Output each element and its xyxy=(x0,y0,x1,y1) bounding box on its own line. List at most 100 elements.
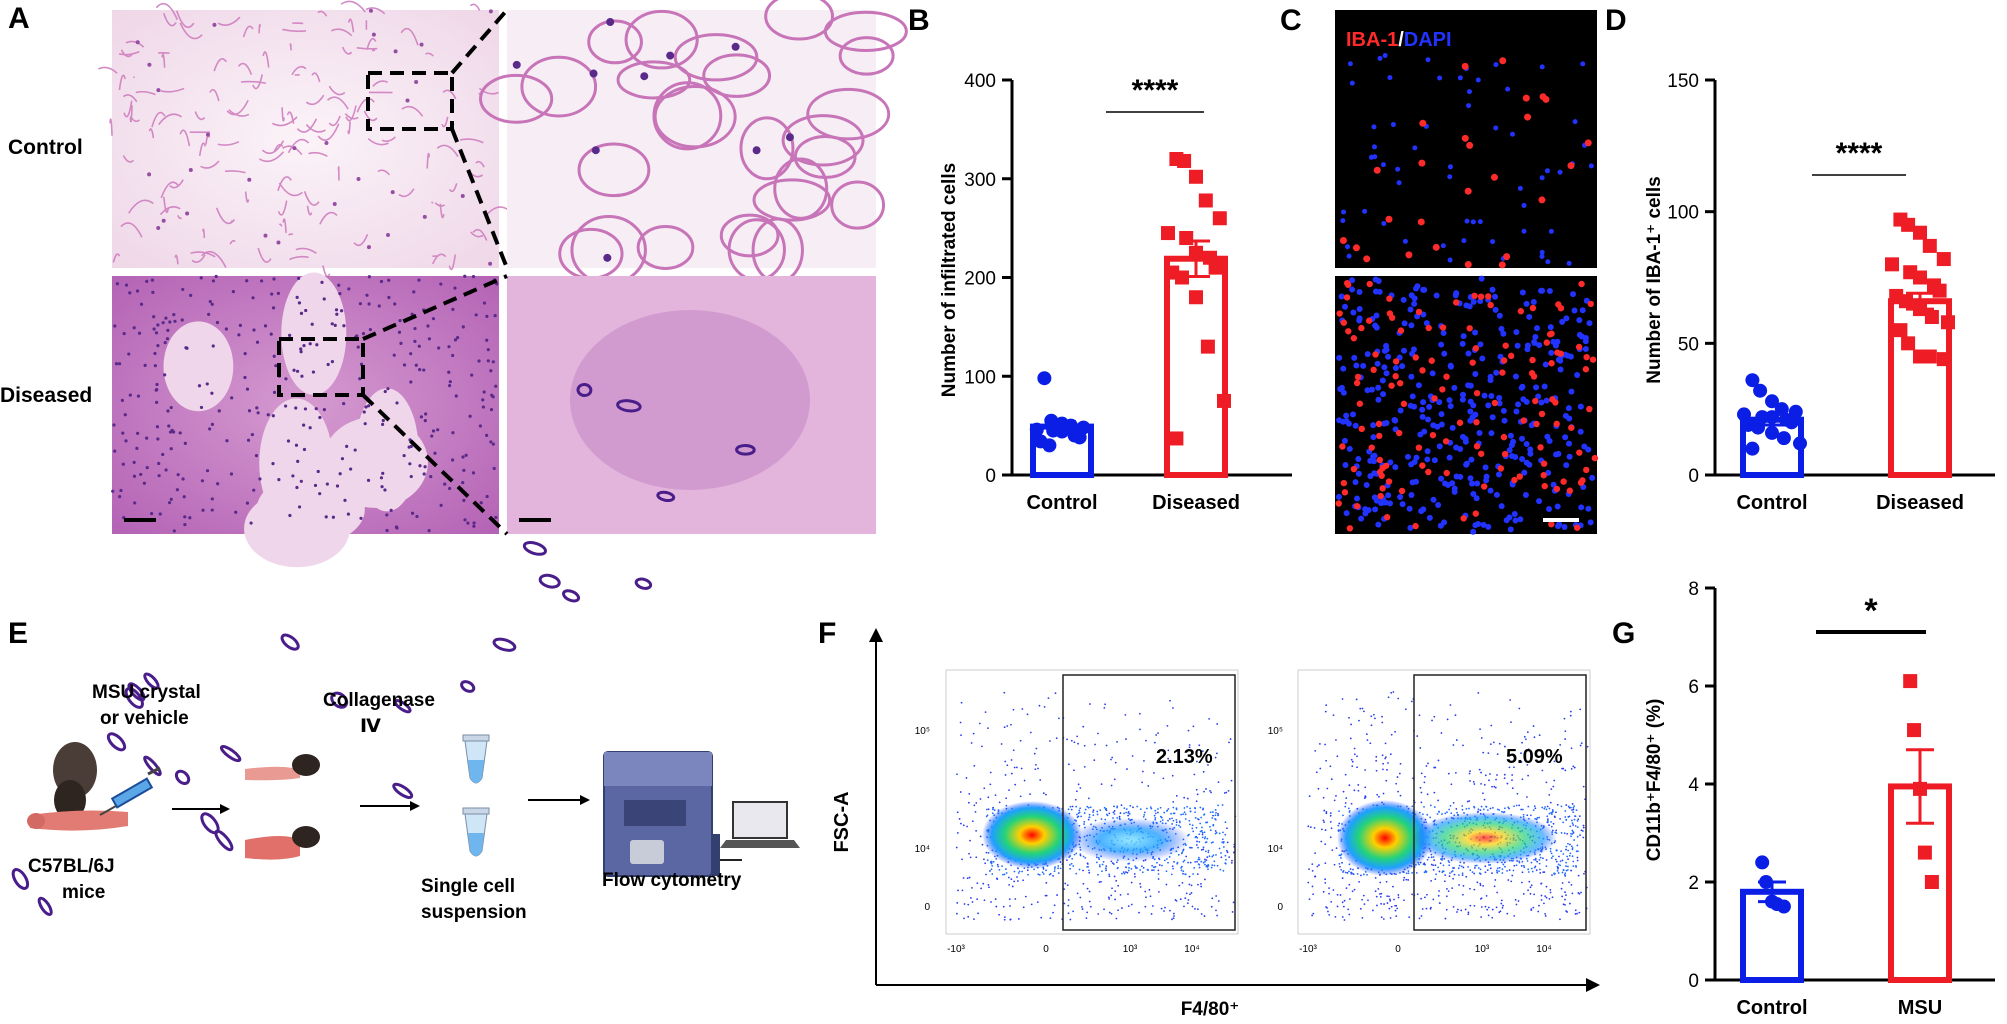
tissue-texture xyxy=(319,211,338,225)
event-dot xyxy=(1477,867,1480,869)
event-dot xyxy=(1375,769,1378,772)
event-dot xyxy=(1545,808,1548,811)
event-dot xyxy=(1202,846,1205,849)
event-dot xyxy=(1545,885,1548,888)
event-dot xyxy=(1415,871,1418,874)
dapi-nucleus xyxy=(1352,422,1359,429)
crystal-deposit xyxy=(163,321,234,412)
event-dot xyxy=(1438,870,1441,873)
dapi-nucleus xyxy=(1413,285,1420,292)
event-dot xyxy=(1053,867,1056,870)
event-dot xyxy=(1490,724,1493,727)
nucleus xyxy=(247,409,252,413)
dapi-nucleus xyxy=(1577,428,1584,435)
event-dot xyxy=(1576,859,1579,862)
event-dot xyxy=(1036,901,1039,903)
iba1-cell xyxy=(1339,236,1347,244)
nucleus xyxy=(324,140,329,145)
event-dot xyxy=(1533,736,1536,739)
iba1-cell xyxy=(1538,196,1546,204)
event-dot xyxy=(1008,789,1010,792)
dapi-nucleus xyxy=(1585,505,1592,512)
dapi-nucleus xyxy=(1426,403,1433,410)
iba1-cell xyxy=(1366,280,1373,288)
event-dot xyxy=(1570,869,1573,872)
dapi-nucleus xyxy=(1370,434,1377,441)
event-dot xyxy=(1104,703,1107,706)
event-dot xyxy=(1068,864,1071,866)
event-dot xyxy=(1076,735,1079,738)
event-dot xyxy=(1552,785,1555,788)
data-point xyxy=(1217,393,1231,408)
event-dot xyxy=(1222,840,1225,843)
event-dot xyxy=(1333,863,1336,866)
event-dot xyxy=(998,868,1001,871)
event-dot xyxy=(956,902,959,904)
iba1-cell xyxy=(1442,438,1450,445)
data-point xyxy=(1765,410,1779,425)
event-dot xyxy=(1377,887,1380,890)
event-dot xyxy=(1325,812,1328,815)
nucleus xyxy=(314,407,318,411)
iba1-cell xyxy=(1543,339,1550,346)
tissue-texture xyxy=(122,155,135,163)
event-dot xyxy=(1548,898,1551,900)
event-dot xyxy=(1324,843,1327,846)
event-dot xyxy=(1318,743,1321,745)
significance-stars: **** xyxy=(1132,74,1179,107)
data-point xyxy=(1776,431,1791,446)
event-dot xyxy=(1178,820,1181,823)
event-dot xyxy=(1382,768,1384,771)
nucleus xyxy=(166,409,170,413)
event-dot xyxy=(1003,916,1006,918)
dapi-nucleus xyxy=(1381,420,1388,427)
nucleus xyxy=(188,516,192,520)
dapi-nucleus xyxy=(1470,491,1477,498)
event-dot xyxy=(1029,793,1031,796)
event-dot xyxy=(1453,867,1456,869)
event-dot xyxy=(1045,881,1048,884)
event-dot xyxy=(1582,785,1585,788)
event-dot xyxy=(1171,918,1173,921)
event-dot xyxy=(1068,763,1070,766)
event-dot xyxy=(1342,869,1345,872)
event-dot xyxy=(1344,871,1347,874)
dapi-nucleus xyxy=(1387,459,1394,466)
event-dot xyxy=(1193,773,1196,776)
nucleus xyxy=(451,307,455,311)
event-dot xyxy=(1088,900,1091,903)
event-dot xyxy=(1153,814,1156,817)
event-dot xyxy=(1361,898,1363,901)
iba1-cell xyxy=(1398,487,1406,495)
event-dot xyxy=(1512,869,1515,872)
event-dot xyxy=(996,877,998,880)
event-dot xyxy=(1567,865,1569,868)
iba1-cell xyxy=(1340,319,1347,326)
tissue-texture xyxy=(282,28,307,33)
event-dot xyxy=(1557,872,1560,874)
event-dot xyxy=(975,802,978,804)
event-dot xyxy=(1016,876,1018,878)
event-dot xyxy=(1477,692,1480,694)
y-tick-label: 200 xyxy=(964,269,996,290)
event-dot xyxy=(1226,841,1229,844)
dapi-nucleus xyxy=(1380,391,1387,398)
event-dot xyxy=(1186,805,1189,808)
dapi-nucleus xyxy=(1541,383,1548,390)
event-dot xyxy=(1446,887,1448,890)
event-dot xyxy=(1347,908,1350,911)
adipocyte xyxy=(739,116,795,181)
event-dot xyxy=(1559,918,1561,921)
event-dot xyxy=(1520,761,1523,763)
tissue-texture xyxy=(128,199,154,214)
event-dot xyxy=(1498,742,1501,745)
nucleus xyxy=(299,479,303,483)
nucleus xyxy=(173,319,177,323)
event-dot xyxy=(1311,885,1314,888)
scale-bar xyxy=(519,518,551,522)
nucleus xyxy=(300,374,304,378)
event-dot xyxy=(1170,812,1172,815)
nucleus xyxy=(299,347,303,351)
event-dot xyxy=(1206,856,1209,859)
nucleus xyxy=(139,472,143,477)
